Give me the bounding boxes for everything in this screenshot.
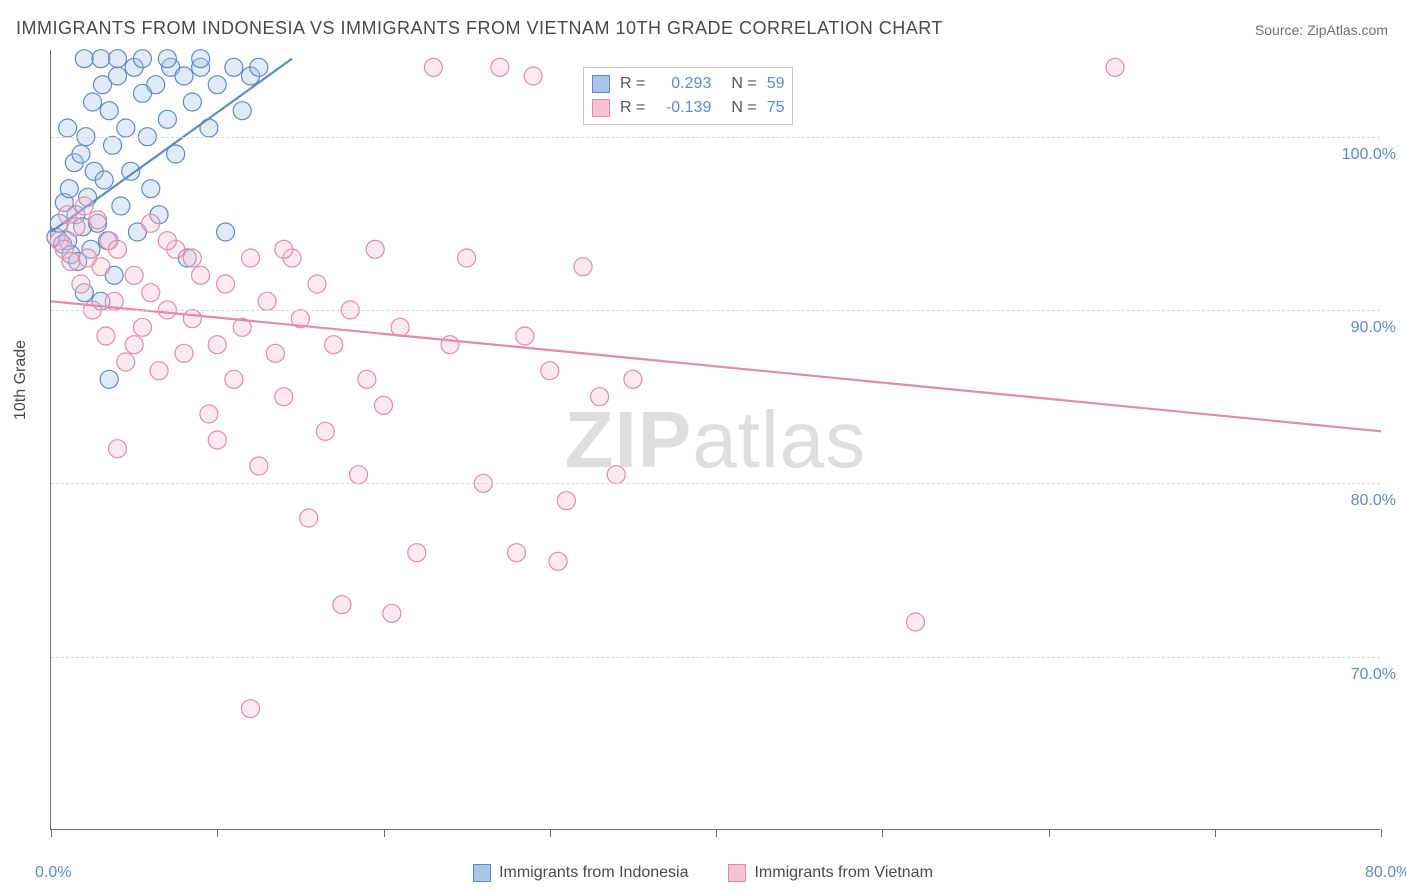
source-link[interactable]: ZipAtlas.com [1307,22,1388,38]
x-tick [384,829,385,837]
legend-swatch [592,99,610,117]
gridline [51,310,1380,311]
x-tick [550,829,551,837]
gridline [51,657,1380,658]
x-tick-label: 0.0% [35,864,71,882]
n-value: 59 [767,75,785,93]
legend-swatch [592,75,610,93]
x-tick [1215,829,1216,837]
x-tick [1381,829,1382,837]
legend-row: R = -0.139 N = 75 [592,96,784,120]
r-value: -0.139 [655,99,711,117]
gridline [51,483,1380,484]
x-tick [1049,829,1050,837]
r-label: R = [620,75,645,93]
legend-row: R = 0.293 N = 59 [592,72,784,96]
legend-swatch-vietnam [728,864,746,882]
x-tick [217,829,218,837]
scatter-svg [51,50,1380,829]
source-attribution: Source: ZipAtlas.com [1255,22,1388,38]
x-tick [716,829,717,837]
y-tick-label: 80.0% [1351,492,1396,510]
n-label: N = [731,75,756,93]
y-axis-label: 10th Grade [12,340,30,420]
x-tick-label: 80.0% [1365,864,1406,882]
r-value: 0.293 [655,75,711,93]
gridline [51,137,1380,138]
plot-area: ZIPatlas R =0.293N =59R =-0.139N =75 [50,50,1380,830]
r-label: R = [620,99,645,117]
chart-title: IMMIGRANTS FROM INDONESIA VS IMMIGRANTS … [16,18,943,39]
correlation-legend: R = 0.293 N = 59 R = -0.139 N = 75 [583,67,793,125]
y-tick-label: 100.0% [1342,146,1396,164]
legend-label-vietnam: Immigrants from Vietnam [754,864,932,882]
source-prefix: Source: [1255,22,1307,38]
legend-item-vietnam: Immigrants from Vietnam [728,864,932,882]
n-label: N = [731,99,756,117]
legend-swatch-indonesia [473,864,491,882]
series-legend: Immigrants from Indonesia Immigrants fro… [0,864,1406,882]
legend-item-indonesia: Immigrants from Indonesia [473,864,688,882]
n-value: 75 [767,99,785,117]
x-tick [51,829,52,837]
x-tick [882,829,883,837]
legend-label-indonesia: Immigrants from Indonesia [499,864,688,882]
y-tick-label: 70.0% [1351,666,1396,684]
y-tick-label: 90.0% [1351,319,1396,337]
